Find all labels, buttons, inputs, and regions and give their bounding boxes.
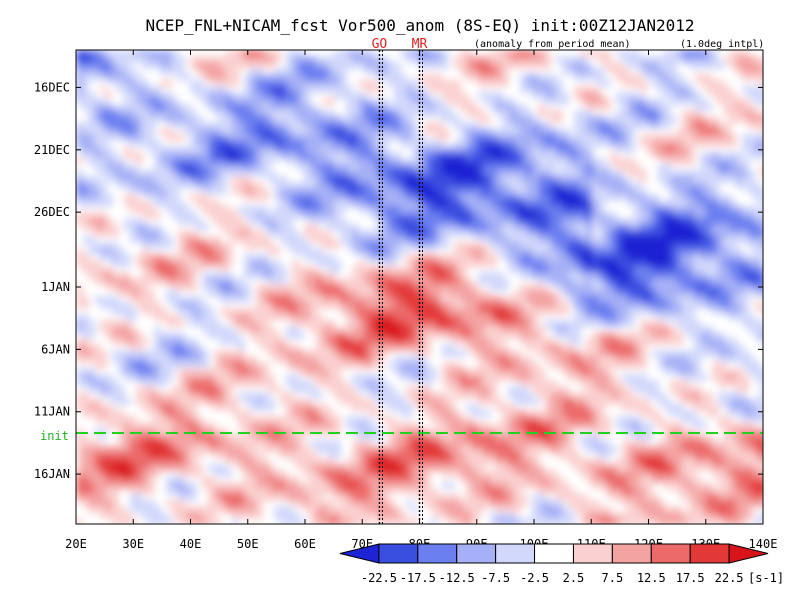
note-interp: (1.0deg intpl)	[680, 39, 764, 50]
y-axis: 16DEC 21DEC 26DEC 1JAN 6JAN 11JAN 16JAN	[34, 80, 763, 481]
colorbar-segment	[572, 543, 613, 564]
colorbar-segment	[728, 543, 769, 564]
x-tick-label: 20E	[65, 537, 87, 551]
colorbar-segment	[495, 543, 536, 564]
colorbar-level-label: 17.5	[676, 571, 705, 585]
colorbar-level-label: 12.5	[637, 571, 666, 585]
colorbar-segment	[650, 543, 691, 564]
colorbar-segment	[534, 543, 574, 564]
colorbar-level-label: 22.5	[715, 571, 744, 585]
marker-label-mr: MR	[412, 37, 428, 52]
init-label: init	[40, 429, 69, 443]
colorbar-level-label: 7.5	[602, 571, 624, 585]
y-tick-label: 16JAN	[34, 467, 70, 481]
x-tick-label: 40E	[180, 537, 202, 551]
colorbar-segment	[378, 543, 419, 564]
colorbar-segment	[611, 543, 652, 564]
x-tick-label: 140E	[749, 537, 778, 551]
plot-area: GO MR	[75, 37, 764, 525]
subtitle-anomaly: (anomaly from period mean)	[474, 39, 631, 50]
colorbar-level-label: 2.5	[563, 571, 585, 585]
y-tick-label: 16DEC	[34, 80, 70, 94]
y-tick-label: 26DEC	[34, 205, 70, 219]
colorbar-unit: [s-1]	[748, 571, 784, 585]
colorbar-level-label: -2.5	[520, 571, 549, 585]
colorbar: -22.5 -17.5 -12.5 -7.5 -2.5 2.5 7.5 12.5 17.5 22.…	[339, 543, 784, 585]
marker-label-go: GO	[372, 37, 388, 52]
colorbar-level-label: -17.5	[400, 571, 436, 585]
x-tick-label: 60E	[294, 537, 316, 551]
colorbar-level-label: -12.5	[439, 571, 475, 585]
y-tick-label: 1JAN	[41, 280, 70, 294]
y-tick-label: 21DEC	[34, 143, 70, 157]
y-tick-label: 11JAN	[34, 405, 70, 419]
colorbar-segment	[689, 543, 730, 564]
x-tick-label: 30E	[122, 537, 144, 551]
colorbar-segment	[417, 543, 458, 564]
colorbar-level-label: -7.5	[481, 571, 510, 585]
colorbar-level-label: -22.5	[361, 571, 397, 585]
marker-lines: GO MR	[372, 37, 428, 524]
x-tick-label: 50E	[237, 537, 259, 551]
chart-title: NCEP_FNL+NICAM_fcst Vor500_anom (8S-EQ) …	[145, 16, 694, 35]
colorbar-segment	[456, 543, 497, 564]
vorticity-field	[76, 50, 763, 524]
y-tick-label: 6JAN	[41, 342, 70, 356]
